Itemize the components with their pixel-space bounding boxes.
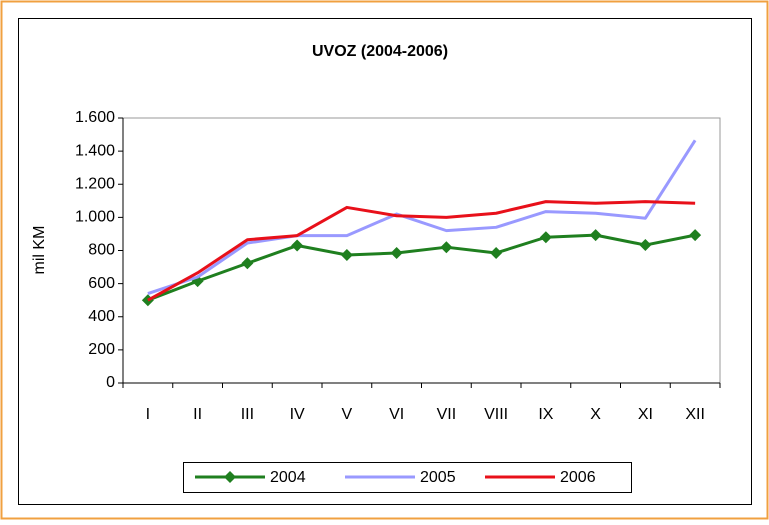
y-tick-label: 1.600 — [75, 109, 115, 126]
x-tick-label: II — [193, 406, 202, 423]
x-tick-label: I — [146, 406, 150, 423]
y-tick-label: 800 — [88, 242, 115, 259]
legend-marker — [224, 471, 236, 483]
y-tick-label: 600 — [88, 275, 115, 292]
point-marker — [539, 231, 552, 244]
y-tick-label: 1.000 — [75, 209, 115, 226]
x-tick-label: X — [590, 406, 601, 423]
x-tick-label: VII — [437, 406, 457, 423]
y-tick-label: 400 — [88, 308, 115, 325]
y-tick-label: 200 — [88, 341, 115, 358]
x-tick-label: III — [241, 406, 254, 423]
point-marker — [689, 229, 702, 242]
x-tick-label: IV — [290, 406, 305, 423]
series-line — [147, 233, 696, 302]
point-marker — [390, 246, 403, 259]
x-tick-label: V — [342, 406, 353, 423]
point-marker — [340, 248, 353, 261]
legend-label: 2006 — [560, 469, 596, 486]
x-tick-label: VIII — [484, 406, 508, 423]
y-tick-label: 1.400 — [75, 142, 115, 159]
point-marker — [589, 229, 602, 242]
y-tick-label: 1.200 — [75, 175, 115, 192]
x-tick-label: VI — [389, 406, 404, 423]
y-tick-label: 0 — [106, 374, 115, 391]
series-line — [147, 200, 696, 302]
chart-frame — [18, 18, 752, 505]
x-tick-label: XI — [638, 406, 653, 423]
chart-title: UVOZ (2004-2006) — [312, 43, 448, 60]
point-marker — [440, 241, 453, 254]
legend-label: 2005 — [420, 469, 456, 486]
x-tick-label: IX — [538, 406, 553, 423]
point-marker — [291, 239, 304, 252]
y-axis-label: mil KM — [31, 226, 48, 275]
point-marker — [490, 246, 503, 259]
x-tick-label: XII — [685, 406, 705, 423]
series-line — [147, 139, 697, 295]
legend-label: 2004 — [270, 469, 306, 486]
point-marker — [241, 257, 254, 270]
point-marker — [639, 239, 652, 252]
